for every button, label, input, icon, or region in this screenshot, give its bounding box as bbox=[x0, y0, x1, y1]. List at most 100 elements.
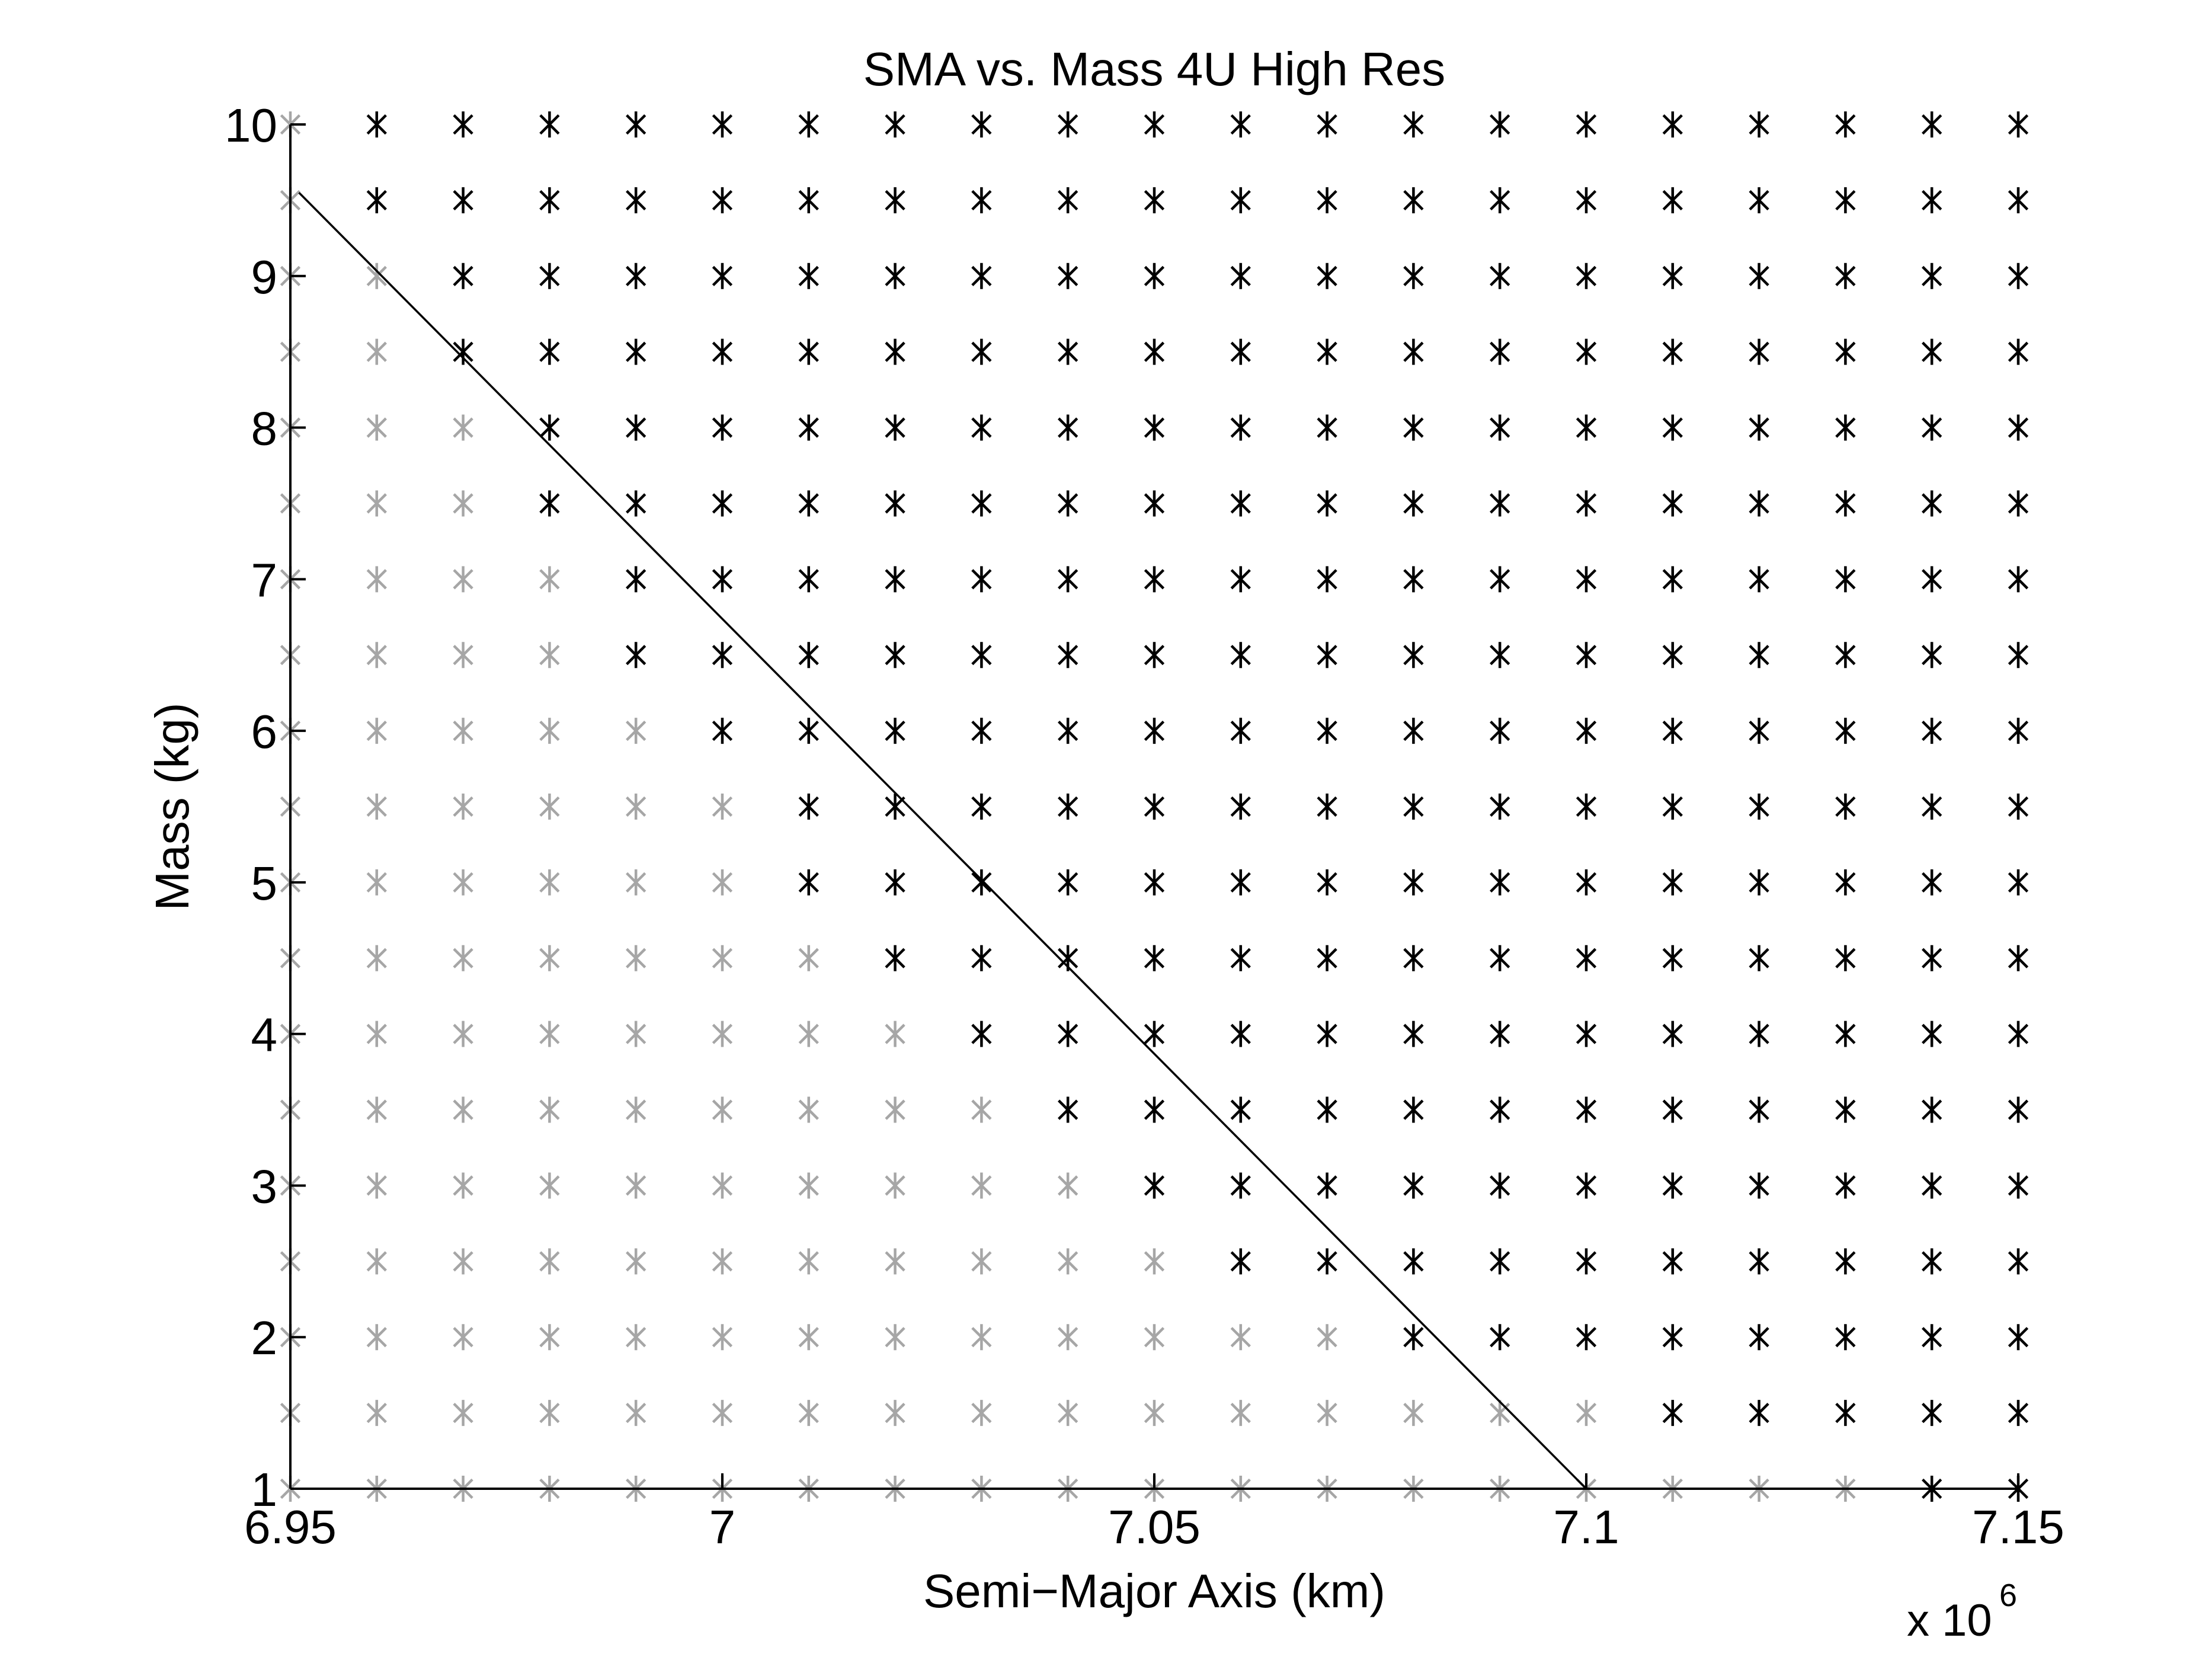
x-exponent-base: x 10 bbox=[1907, 1595, 1992, 1646]
data-point bbox=[539, 338, 560, 365]
y-tick-label: 4 bbox=[251, 1009, 278, 1061]
data-point bbox=[1490, 869, 1510, 895]
data-point bbox=[1230, 869, 1251, 895]
data-point bbox=[1490, 718, 1510, 744]
data-point bbox=[1144, 794, 1165, 820]
data-point bbox=[1403, 1248, 1424, 1275]
data-point bbox=[1749, 718, 1769, 744]
data-point bbox=[366, 1021, 387, 1047]
data-point bbox=[1662, 187, 1683, 213]
data-point bbox=[1230, 794, 1251, 820]
data-point bbox=[971, 718, 992, 744]
data-point bbox=[1490, 794, 1510, 820]
data-point bbox=[539, 414, 560, 441]
data-point bbox=[366, 1324, 387, 1351]
data-point bbox=[971, 1324, 992, 1351]
data-point bbox=[539, 1400, 560, 1426]
data-point bbox=[1317, 338, 1337, 365]
data-point bbox=[798, 718, 819, 744]
data-point bbox=[1835, 1400, 1856, 1426]
data-point bbox=[1576, 945, 1597, 971]
data-point bbox=[1230, 945, 1251, 971]
data-point bbox=[626, 1172, 646, 1199]
data-point bbox=[1922, 111, 1942, 137]
data-point bbox=[366, 414, 387, 441]
data-point bbox=[1490, 566, 1510, 593]
data-point bbox=[885, 1248, 905, 1275]
data-point bbox=[971, 1400, 992, 1426]
y-tick-label: 6 bbox=[251, 705, 278, 758]
data-point bbox=[1490, 642, 1510, 669]
data-point bbox=[366, 1172, 387, 1199]
data-point bbox=[1403, 490, 1424, 517]
data-point bbox=[1576, 111, 1597, 137]
data-point bbox=[1749, 263, 1769, 289]
data-point bbox=[1576, 414, 1597, 441]
data-point bbox=[453, 1400, 473, 1426]
y-axis-label: Mass (kg) bbox=[146, 702, 199, 910]
data-point bbox=[1922, 642, 1942, 669]
data-point bbox=[1749, 111, 1769, 137]
data-point bbox=[1058, 490, 1078, 517]
data-point bbox=[1317, 1400, 1337, 1426]
data-point bbox=[2008, 338, 2029, 365]
data-point bbox=[539, 263, 560, 289]
data-point bbox=[2008, 1172, 2029, 1199]
data-point bbox=[1317, 414, 1337, 441]
data-point bbox=[1922, 338, 1942, 365]
data-point bbox=[712, 1400, 733, 1426]
data-point bbox=[366, 869, 387, 895]
data-point bbox=[1317, 1248, 1337, 1275]
data-point bbox=[1835, 566, 1856, 593]
data-point bbox=[626, 869, 646, 895]
data-point bbox=[453, 945, 473, 971]
data-point bbox=[971, 566, 992, 593]
data-point bbox=[1317, 566, 1337, 593]
data-point bbox=[885, 945, 905, 971]
data-point bbox=[1662, 1248, 1683, 1275]
data-point bbox=[539, 642, 560, 669]
data-point bbox=[1922, 490, 1942, 517]
data-point bbox=[1058, 1172, 1078, 1199]
y-tick-label: 3 bbox=[251, 1160, 278, 1213]
data-point bbox=[2008, 1021, 2029, 1047]
data-point bbox=[798, 1021, 819, 1047]
data-point bbox=[2008, 1324, 2029, 1351]
data-point bbox=[712, 945, 733, 971]
data-point bbox=[885, 1324, 905, 1351]
data-point bbox=[366, 718, 387, 744]
data-point bbox=[1662, 1096, 1683, 1123]
data-point bbox=[798, 794, 819, 820]
data-point bbox=[1922, 1172, 1942, 1199]
data-point bbox=[626, 945, 646, 971]
data-point bbox=[798, 338, 819, 365]
data-point bbox=[1662, 414, 1683, 441]
data-point bbox=[885, 1021, 905, 1047]
data-point bbox=[1749, 1096, 1769, 1123]
data-point bbox=[1835, 794, 1856, 820]
data-point bbox=[1144, 490, 1165, 517]
data-point bbox=[366, 111, 387, 137]
data-point bbox=[1144, 869, 1165, 895]
y-tick-label: 5 bbox=[251, 857, 278, 910]
data-point bbox=[453, 1248, 473, 1275]
data-point bbox=[885, 869, 905, 895]
data-point bbox=[1749, 566, 1769, 593]
data-point bbox=[1749, 1324, 1769, 1351]
data-point bbox=[1058, 869, 1078, 895]
data-point bbox=[971, 1172, 992, 1199]
data-point bbox=[798, 1096, 819, 1123]
data-point bbox=[366, 566, 387, 593]
data-point bbox=[1144, 1021, 1165, 1047]
data-point bbox=[885, 111, 905, 137]
data-point bbox=[971, 869, 992, 895]
data-point bbox=[1835, 1324, 1856, 1351]
data-point bbox=[1058, 263, 1078, 289]
data-point bbox=[1230, 1324, 1251, 1351]
data-point bbox=[1835, 1172, 1856, 1199]
data-point bbox=[885, 642, 905, 669]
data-point bbox=[798, 1248, 819, 1275]
data-point bbox=[1662, 1400, 1683, 1426]
data-point bbox=[1576, 718, 1597, 744]
